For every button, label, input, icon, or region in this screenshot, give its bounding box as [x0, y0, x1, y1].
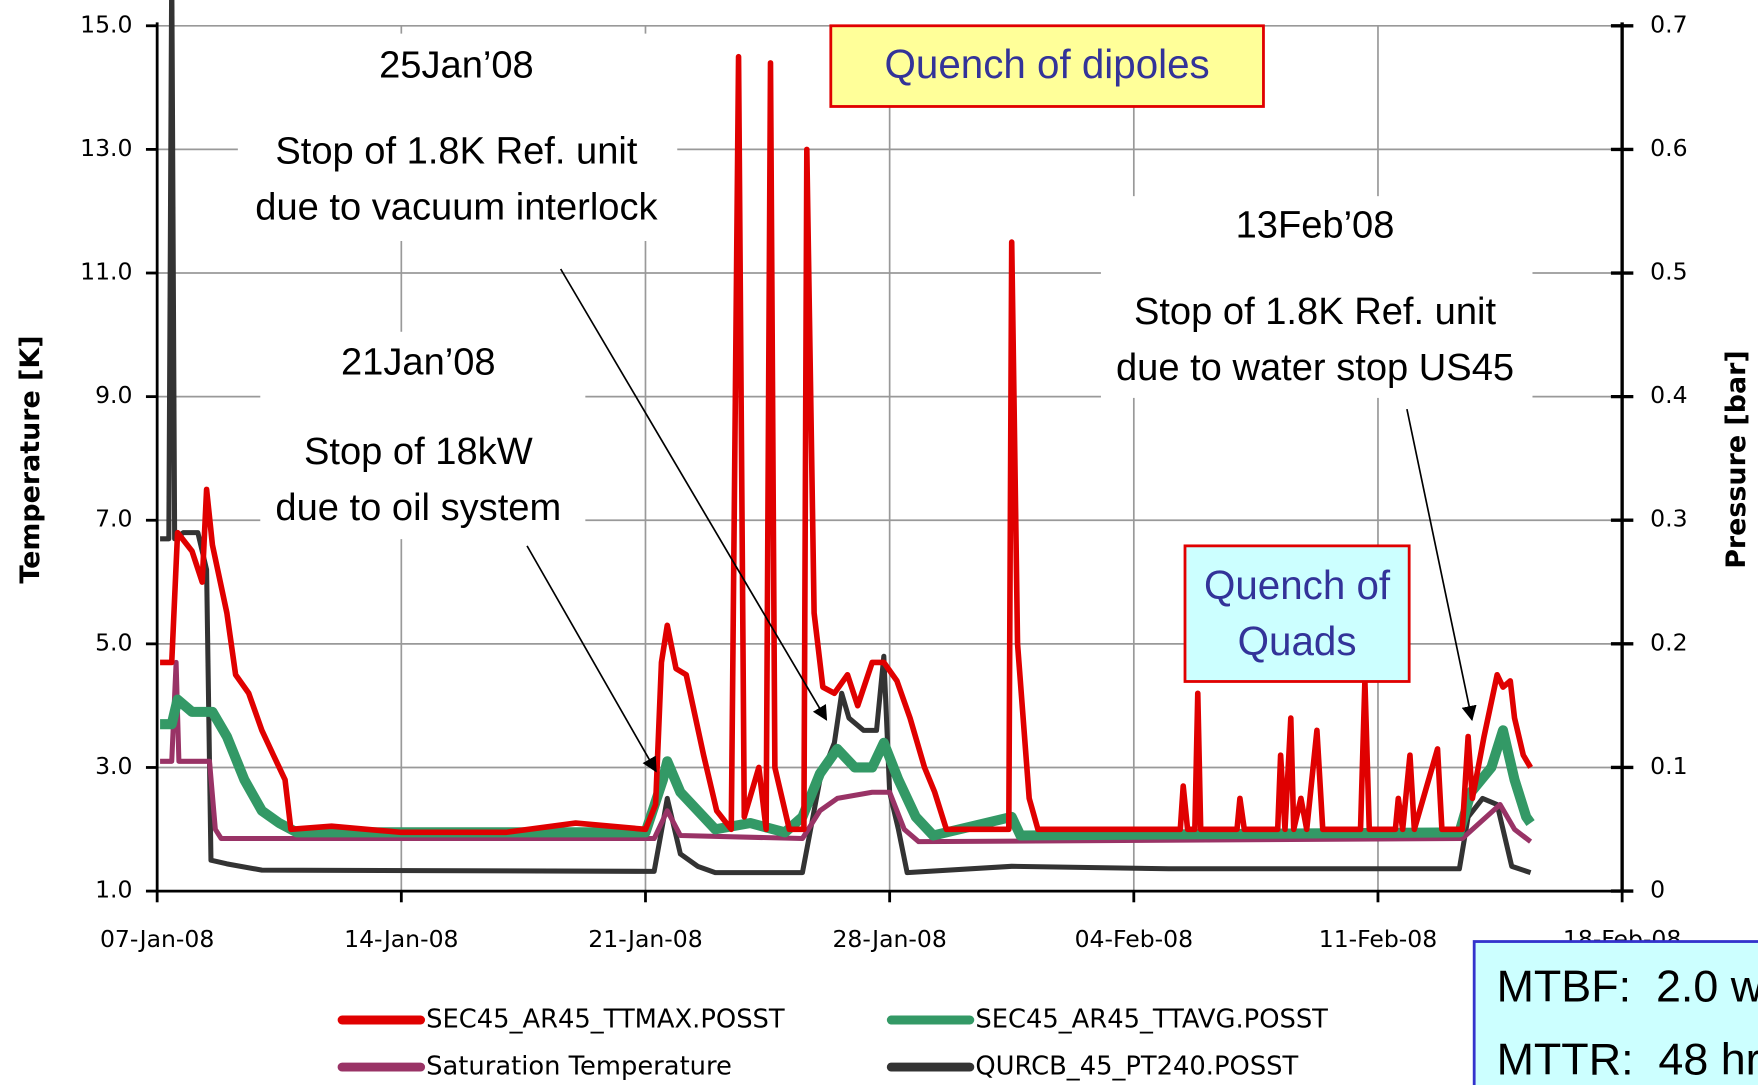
ticks: 07-Jan-08 14-Jan-08 21-Jan-08 28-Jan-08 04-F… — [80, 10, 1687, 953]
y2-tick-label: 0.1 — [1650, 752, 1687, 780]
y-tick-label: 13.0 — [80, 134, 132, 162]
y-tick-label: 1.0 — [95, 876, 132, 904]
annotation-box-text: Quench of dipoles — [885, 41, 1210, 87]
y-tick-label: 5.0 — [95, 628, 132, 656]
annotation: due to oil system — [275, 487, 561, 529]
annotation: Stop of 1.8K Ref. unit — [275, 131, 638, 173]
series-line — [160, 53, 1533, 836]
y2-tick-label: 0 — [1650, 876, 1665, 904]
annotation-box — [1183, 544, 1411, 683]
x-tick-label: 28-Jan-08 — [832, 925, 946, 953]
y2-tick-label: 0.3 — [1650, 505, 1687, 533]
y2-tick-label: 0.5 — [1650, 258, 1687, 286]
annotation-bg — [237, 33, 678, 241]
series-lines — [160, 0, 1535, 876]
annotation: Stop of 18kW — [304, 431, 533, 473]
annotation-box — [829, 24, 1265, 108]
annotation-bg — [1100, 196, 1533, 398]
y-tick-label: 3.0 — [95, 752, 132, 780]
legend-label: SEC45_AR45_TTMAX.POSST — [426, 1004, 785, 1034]
series-line — [160, 659, 1533, 845]
info-box: MTBF: 2.0 w MTTR: 48 hr — [1472, 940, 1758, 1085]
annotation: Stop of 1.8K Ref. unit — [1134, 291, 1497, 333]
y-tick-label: 15.0 — [80, 10, 132, 38]
legend-label: QURCB_45_PT240.POSST — [975, 1052, 1298, 1082]
x-tick-label: 04-Feb-08 — [1075, 925, 1193, 953]
x-tick-label: 21-Jan-08 — [588, 925, 702, 953]
annotation-box-text: Quads — [1238, 618, 1357, 664]
y-tick-label: 11.0 — [80, 258, 132, 286]
annotation-bg — [260, 331, 586, 540]
annotation: 21Jan’08 — [341, 341, 496, 383]
y2-tick-label: 0.2 — [1650, 628, 1687, 656]
y2-tick-label: 0.7 — [1650, 10, 1687, 38]
y2-axis-label: Pressure [bar] — [1721, 350, 1752, 568]
x-tick-label: 14-Jan-08 — [344, 925, 458, 953]
x-tick-label: 07-Jan-08 — [100, 925, 214, 953]
y-tick-label: 9.0 — [95, 381, 132, 409]
arrow — [526, 545, 657, 773]
annotation: 13Feb’08 — [1236, 205, 1395, 247]
y2-tick-label: 0.6 — [1650, 134, 1687, 162]
legend: SEC45_AR45_TTMAX.POSST SEC45_AR45_TTAVG.P… — [337, 1004, 1328, 1082]
legend-label: Saturation Temperature — [426, 1052, 732, 1082]
annotations: 25Jan’08 Stop of 1.8K Ref. unit due to v… — [255, 24, 1514, 773]
annotation: due to water stop US45 — [1116, 347, 1514, 389]
legend-label: SEC45_AR45_TTAVG.POSST — [975, 1004, 1328, 1034]
y-tick-label: 7.0 — [95, 505, 132, 533]
arrow — [1406, 408, 1477, 722]
info-text: MTTR: 48 hr — [1497, 1033, 1758, 1084]
annotation: due to vacuum interlock — [255, 187, 658, 229]
annotation-backgrounds — [237, 33, 1533, 540]
y-axis-label: Temperature [K] — [15, 335, 46, 583]
y2-tick-label: 0.4 — [1650, 381, 1687, 409]
annotation-box-text: Quench of — [1204, 562, 1391, 608]
x-tick-label: 11-Feb-08 — [1319, 925, 1437, 953]
info-text: MTBF: 2.0 w — [1497, 961, 1758, 1012]
info-box-frame — [1472, 940, 1758, 1085]
arrow — [559, 268, 828, 721]
annotation: 25Jan’08 — [379, 44, 534, 86]
